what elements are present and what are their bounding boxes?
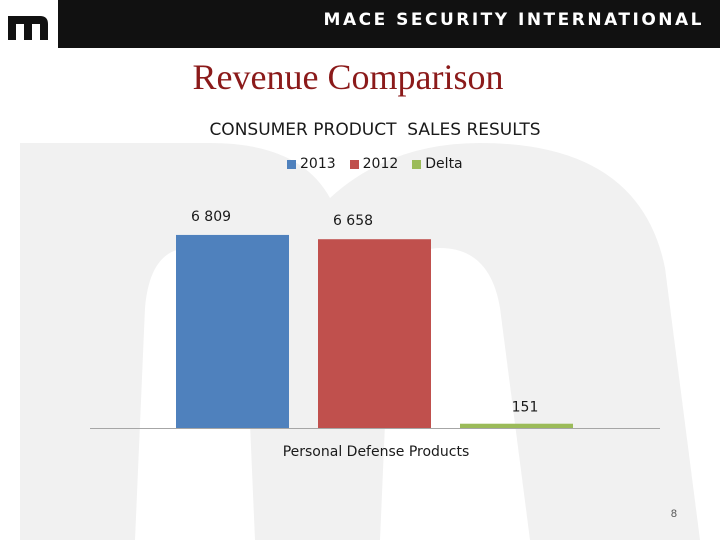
legend-label-2013: 2013 [300, 156, 336, 172]
logo [0, 0, 58, 48]
bar-2012 [318, 239, 431, 428]
data-label-2012: 6 658 [333, 213, 373, 229]
bar-delta [460, 423, 573, 428]
company-name: MACE SECURITY INTERNATIONAL [323, 10, 704, 30]
legend-item-2013: 2013 [287, 156, 336, 172]
header-bar: MACE SECURITY INTERNATIONAL [0, 0, 720, 48]
logo-m-icon [8, 16, 48, 40]
legend-label-2012: 2012 [362, 156, 399, 172]
legend-label-delta: Delta [425, 156, 463, 172]
legend-item-delta: Delta [412, 156, 463, 172]
data-label-2013: 6 809 [191, 209, 231, 225]
chart-title: CONSUMER PRODUCT SALES RESULTS [209, 120, 541, 140]
bar-2013 [176, 234, 289, 428]
page-number: 8 [670, 508, 677, 520]
chart-legend: 2013 2012 Delta [287, 156, 463, 172]
legend-swatch-2012 [349, 159, 359, 169]
legend-item-2012: 2012 [349, 156, 399, 172]
legend-swatch-delta [412, 159, 422, 169]
slide-title: Revenue Comparison [192, 57, 504, 97]
data-label-delta: 151 [512, 400, 539, 416]
category-label: Personal Defense Products [283, 444, 470, 460]
legend-swatch-2013 [287, 159, 296, 169]
